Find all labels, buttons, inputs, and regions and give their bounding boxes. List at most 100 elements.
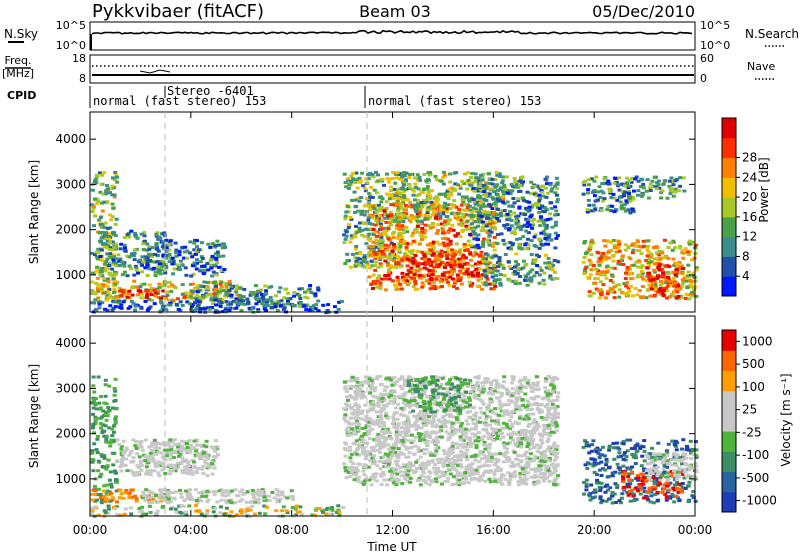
power-cell <box>106 187 111 191</box>
power-cell <box>105 239 110 243</box>
power-cell <box>521 266 526 270</box>
velocity-cell <box>177 442 181 446</box>
power-cell <box>601 283 606 287</box>
power-cell <box>668 295 673 298</box>
freq-label-top: Freq. <box>4 54 31 67</box>
power-cell <box>160 245 165 249</box>
velocity-cell <box>152 438 157 442</box>
velocity-cell <box>544 418 549 422</box>
power-cell <box>94 173 99 177</box>
power-cell <box>90 301 95 305</box>
power-cell <box>193 308 198 312</box>
power-cell <box>167 285 172 289</box>
power-cell <box>408 220 413 224</box>
power-cell <box>410 249 415 253</box>
power-cell <box>498 211 503 215</box>
power-cell <box>477 214 481 218</box>
power-cell <box>417 275 422 279</box>
power-cell <box>97 306 102 310</box>
power-cell <box>668 189 673 193</box>
velocity-cell <box>394 440 399 444</box>
power-cell <box>553 191 558 195</box>
power-cell <box>147 245 151 248</box>
power-cell <box>460 179 465 183</box>
velocity-cell <box>258 494 263 498</box>
velocity-cell <box>98 422 103 425</box>
velocity-cell <box>412 414 417 418</box>
power-cell <box>180 283 185 287</box>
velocity-cell <box>534 395 539 399</box>
power-cell <box>399 202 404 206</box>
power-cell <box>364 189 368 193</box>
power-cell <box>195 285 200 289</box>
power-cell <box>99 270 104 274</box>
power-cell <box>478 175 483 179</box>
velocity-cell <box>261 497 266 501</box>
power-cell <box>527 200 532 204</box>
power-cell <box>441 182 446 186</box>
power-cell <box>154 232 159 236</box>
power-cell <box>109 218 114 222</box>
velocity-cell <box>509 415 514 419</box>
power-cell <box>173 241 178 245</box>
power-cell <box>103 284 108 287</box>
power-cell <box>159 300 163 304</box>
power-cell <box>664 278 669 282</box>
power-cell <box>357 257 362 261</box>
power-cell <box>688 239 693 243</box>
power-cell <box>162 297 167 301</box>
power-cell <box>93 197 98 201</box>
power-cell <box>518 275 522 278</box>
velocity-cell <box>178 451 183 455</box>
power-cell <box>645 244 650 248</box>
power-cell <box>386 273 391 277</box>
power-cell <box>374 243 379 246</box>
power-cell <box>657 263 662 267</box>
power-cell <box>346 186 351 190</box>
power-cell <box>656 179 661 183</box>
power-cell <box>596 289 601 293</box>
power-cell <box>462 243 467 246</box>
power-cell <box>121 290 125 294</box>
velocity-cell <box>533 387 538 391</box>
power-cell <box>671 239 676 243</box>
power-cell <box>484 181 489 185</box>
velocity-cell <box>182 471 187 475</box>
power-cell <box>476 233 481 237</box>
power-cell <box>462 272 467 276</box>
velocity-cell <box>347 445 352 449</box>
power-cell <box>104 189 109 193</box>
power-cell <box>545 182 549 186</box>
velocity-cell <box>188 443 193 447</box>
velocity-cell <box>184 512 189 516</box>
power-cell <box>448 172 452 176</box>
power-cell <box>477 203 481 207</box>
power-cell <box>601 199 606 203</box>
velocity-cell <box>281 505 286 509</box>
power-cell <box>518 183 523 187</box>
velocity-cell <box>520 398 525 401</box>
power-cell <box>107 232 112 236</box>
power-cell <box>653 283 658 286</box>
velocity-cell <box>224 499 228 503</box>
power-cell <box>614 250 619 254</box>
power-cell <box>415 178 420 182</box>
power-cell <box>254 284 258 288</box>
power-cell <box>150 252 155 256</box>
power-cell <box>115 175 120 179</box>
power-cell <box>618 195 623 199</box>
power-cell <box>420 204 425 207</box>
power-cell <box>185 249 190 253</box>
power-cell <box>351 177 356 181</box>
velocity-cell <box>103 378 108 382</box>
power-cell <box>422 231 427 235</box>
velocity-cell <box>201 471 206 475</box>
power-cell <box>592 281 597 285</box>
power-cell <box>193 300 198 304</box>
power-cell <box>535 264 540 267</box>
velocity-cell <box>164 443 169 447</box>
power-cell <box>227 289 232 293</box>
velocity-cell <box>170 440 175 444</box>
velocity-cell <box>398 466 403 470</box>
velocity-cell <box>355 447 360 451</box>
